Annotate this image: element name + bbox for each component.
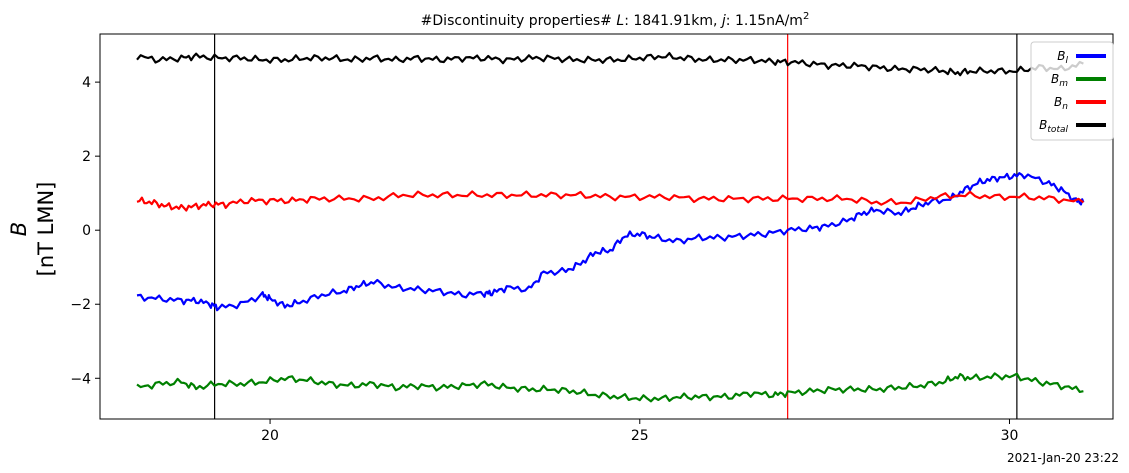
timestamp: 2021-Jan-20 23:22 xyxy=(1007,451,1119,465)
series-lines xyxy=(136,51,1085,403)
y-tick-label: −2 xyxy=(70,297,91,313)
series-line-b-total xyxy=(136,51,1084,77)
y-tick-label: 0 xyxy=(82,223,91,239)
x-tick-label: 20 xyxy=(261,428,279,444)
legend-box xyxy=(1030,41,1114,141)
y-tick-label: 4 xyxy=(82,75,91,91)
legend-entries: Bl Bm Bn Btotal xyxy=(1039,49,1106,135)
y-tick-label: −4 xyxy=(70,371,91,387)
legend-label-n: Bn xyxy=(1054,95,1068,112)
chart-title: #Discontinuity properties# L: 1841.91km,… xyxy=(421,11,810,29)
legend-label-l: Bl xyxy=(1057,49,1068,66)
legend: Bl Bm Bn Btotal xyxy=(1030,41,1114,141)
y-axis-label-units: [nT LMN] xyxy=(34,182,58,277)
axis-ticks: 20 25 30 −4 −2 0 2 4 xyxy=(70,75,1018,444)
series-line-b-m xyxy=(136,372,1084,403)
series-line-b-n xyxy=(136,190,1085,212)
x-tick-label: 30 xyxy=(1001,428,1019,444)
legend-label-m: Bm xyxy=(1051,72,1068,89)
series-line-b-l xyxy=(136,172,1085,312)
plot-frame xyxy=(99,33,1114,420)
vertical-lines xyxy=(214,34,1018,419)
x-tick-label: 25 xyxy=(631,428,649,444)
legend-label-total: Btotal xyxy=(1039,118,1068,135)
y-tick-label: 2 xyxy=(82,149,91,165)
y-axis-label-symbol: B xyxy=(7,222,31,236)
